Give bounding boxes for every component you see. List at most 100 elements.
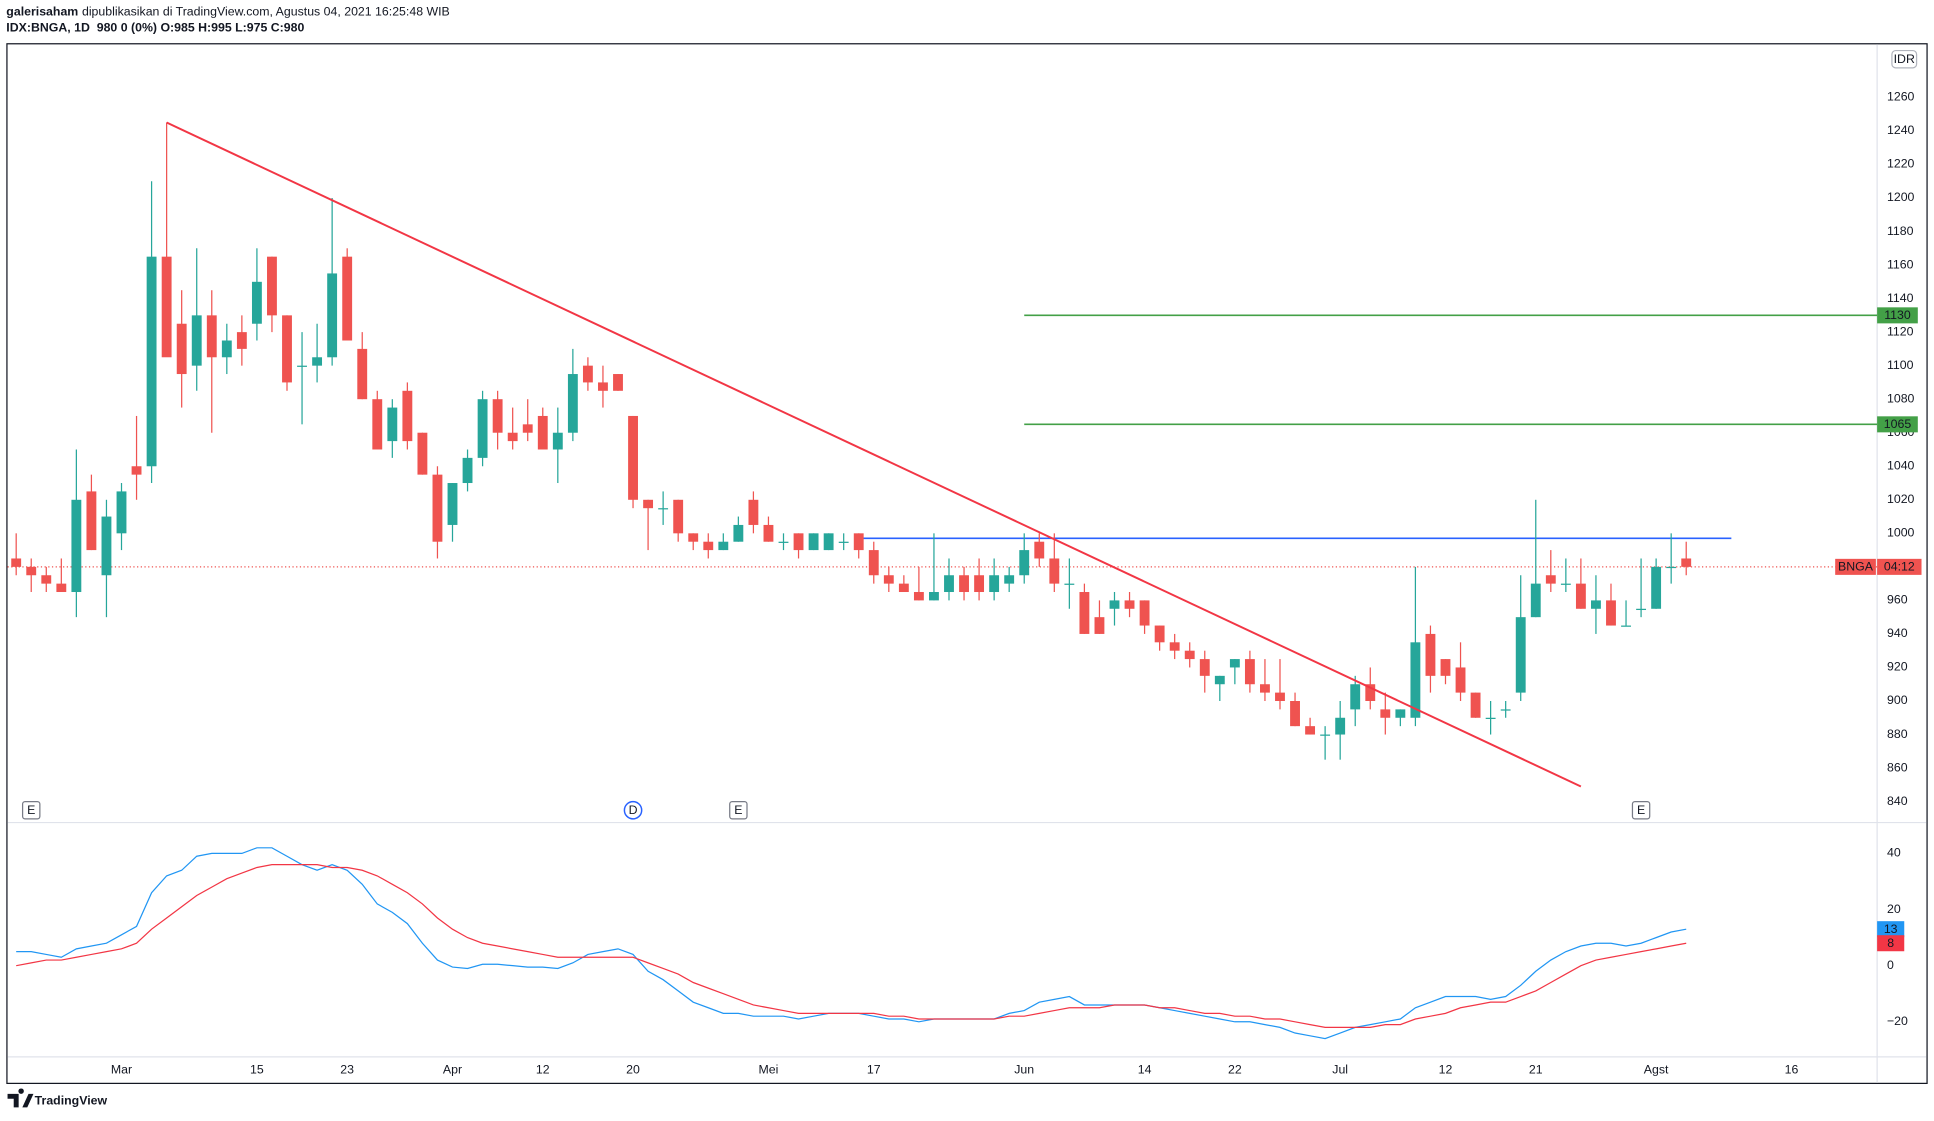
candle-body: [658, 508, 669, 510]
candle-body: [673, 499, 684, 534]
candle-body: [1591, 600, 1601, 609]
candle-body: [1244, 659, 1255, 685]
countdown-box: [1877, 558, 1922, 575]
candle-body: [432, 474, 443, 542]
y-tick-label: 1160: [1887, 257, 1914, 271]
candle-body: [477, 399, 488, 458]
x-tick-label: 22: [1228, 1063, 1242, 1077]
y-tick-label: 860: [1887, 760, 1908, 774]
candle-body: [1606, 600, 1616, 626]
trendline: [166, 121, 1582, 788]
candle-body: [974, 575, 985, 593]
y2-tick-label: 0: [1887, 958, 1894, 972]
candle-body: [1681, 558, 1692, 567]
y-tick-label: 1180: [1887, 224, 1914, 238]
candle-body: [703, 541, 714, 551]
candle-body: [959, 575, 969, 593]
candle-body: [327, 273, 338, 358]
candle-body: [613, 374, 623, 391]
candle-body: [1094, 617, 1105, 634]
y-tick-label: 1020: [1887, 492, 1915, 506]
candle-body: [552, 432, 563, 450]
candle-body: [1575, 583, 1586, 609]
price-label-box: [1877, 307, 1918, 324]
x-tick-label: Jun: [1014, 1063, 1034, 1077]
candle-body: [1425, 633, 1436, 676]
candle-body: [176, 323, 187, 375]
value-label: 13: [1884, 922, 1898, 936]
candle-body: [1470, 692, 1481, 718]
candle-body: [1335, 717, 1346, 735]
candle-body: [206, 315, 217, 358]
candle-body: [1305, 726, 1316, 735]
x-tick-label: 12: [536, 1063, 550, 1077]
x-tick-label: 15: [250, 1063, 264, 1077]
candle-body: [146, 256, 157, 467]
candle-body: [838, 541, 849, 543]
value-label-box: [1877, 921, 1905, 938]
candle-body: [793, 533, 804, 551]
value-label: 8: [1887, 936, 1894, 950]
x-tick-label: Agst: [1644, 1063, 1669, 1077]
candle-body: [492, 399, 503, 433]
y-tick-label: 1240: [1887, 123, 1915, 137]
y-tick-label: 940: [1887, 626, 1908, 640]
candle-body: [131, 466, 142, 475]
candle-body: [101, 516, 112, 576]
candle-body: [1154, 625, 1165, 643]
candle-body: [868, 550, 879, 576]
candle-body: [1109, 600, 1120, 609]
candle-body: [1139, 600, 1150, 626]
event-marker: [21, 800, 41, 820]
candle-body: [643, 499, 654, 509]
x-tick-label: 16: [1785, 1063, 1799, 1077]
candle-body: [929, 592, 939, 601]
event-label: E: [734, 803, 742, 817]
candle-body: [628, 415, 638, 500]
candle-body: [718, 541, 729, 551]
candle-body: [898, 583, 909, 593]
symbol-line: IDX:BNGA, 1D 980 0 (0%) O:985 H:995 L:97…: [6, 21, 304, 35]
event-label: E: [1637, 803, 1645, 817]
candle-body: [312, 357, 323, 366]
event-marker: [623, 800, 643, 820]
y2-tick-label: 40: [1887, 846, 1901, 860]
candle-body: [853, 533, 864, 551]
value-label-box: [1877, 935, 1905, 952]
candle-body: [161, 256, 172, 358]
x-tick-label: 20: [626, 1063, 640, 1077]
candle-body: [808, 533, 819, 551]
candle-body: [1275, 692, 1285, 701]
candle-body: [1530, 583, 1541, 618]
logo-icon: [7, 1088, 34, 1108]
author: galerisaham: [6, 5, 78, 19]
candle-body: [748, 499, 759, 525]
candle-body: [1455, 667, 1466, 693]
candle-body: [56, 583, 67, 593]
x-tick-label: 23: [340, 1063, 354, 1077]
candle-body: [1079, 592, 1090, 634]
candle-body: [236, 332, 247, 349]
currency: IDR: [1894, 52, 1915, 66]
candle-body: [1064, 583, 1075, 585]
candle-body: [1229, 659, 1240, 668]
price-label: 1130: [1884, 308, 1911, 322]
x-tick-label: Apr: [443, 1063, 462, 1077]
logo: TradingView: [7, 1088, 107, 1108]
x-tick-label: 17: [867, 1063, 881, 1077]
candle-body: [567, 374, 578, 433]
symbol-box: [1835, 558, 1876, 575]
candle-body: [221, 340, 232, 358]
candle-body: [1019, 550, 1030, 576]
candle-body: [447, 483, 458, 525]
candle-body: [357, 348, 368, 400]
event-marker: [729, 800, 748, 820]
x-tick-label: Mei: [759, 1063, 779, 1077]
y-tick-label: 1040: [1887, 459, 1915, 473]
y-tick-label: 1260: [1887, 90, 1915, 104]
candle-body: [582, 365, 593, 383]
candle-body: [989, 575, 1000, 593]
symbol: BNGA: [1838, 560, 1874, 574]
y-tick-label: 960: [1887, 593, 1908, 607]
